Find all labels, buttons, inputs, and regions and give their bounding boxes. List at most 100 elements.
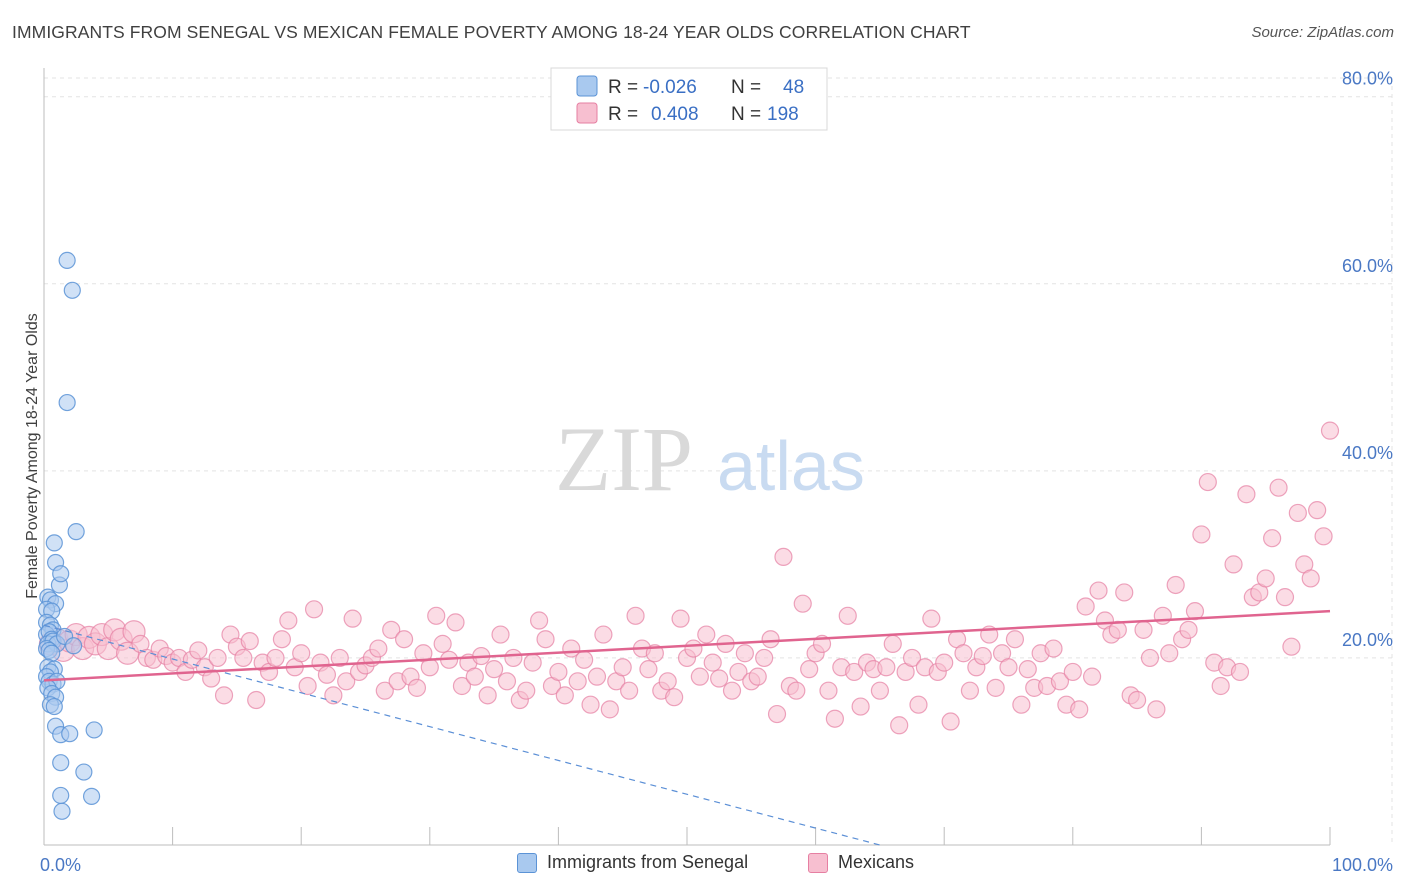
point-mexicans [845, 662, 864, 682]
point-mexicans [1005, 630, 1025, 649]
point-mexicans [298, 676, 317, 696]
point-mexicans [272, 630, 292, 649]
trend-lines [43, 609, 1331, 846]
point-mexicans [1070, 700, 1089, 719]
point-senegal [85, 721, 103, 739]
legend-n-value-1: 48 [783, 77, 804, 98]
point-mexicans [575, 650, 594, 669]
point-mexicans [1050, 672, 1070, 691]
point-mexicans [941, 712, 960, 731]
point-mexicans [1301, 569, 1320, 588]
point-mexicans [189, 641, 208, 660]
point-mexicans [890, 716, 909, 735]
trend-line-senegal [43, 624, 881, 846]
point-mexicans [1263, 529, 1282, 548]
watermark-zip: ZIP [555, 408, 693, 510]
point-mexicans [478, 686, 497, 705]
source-label: Source: ZipAtlas.com [1251, 24, 1394, 41]
point-mexicans [549, 662, 568, 682]
point-mexicans [555, 686, 574, 705]
point-mexicans [684, 639, 703, 658]
point-mexicans [1166, 575, 1185, 595]
y-tick-label: 20.0% [1342, 630, 1393, 650]
point-senegal [52, 754, 70, 772]
point-mexicans [1320, 421, 1340, 440]
point-mexicans [787, 681, 806, 700]
point-senegal [45, 697, 63, 716]
point-mexicans [735, 644, 754, 663]
point-mexicans [427, 606, 446, 625]
y-tick-label: 80.0% [1342, 69, 1393, 89]
point-senegal [53, 802, 71, 820]
point-senegal [61, 725, 79, 743]
point-mexicans [1198, 472, 1217, 492]
legend-r-value-1: -0.026 [643, 77, 697, 98]
point-mexicans [819, 681, 838, 700]
point-mexicans [523, 653, 542, 672]
point-mexicans [722, 681, 742, 700]
point-mexicans [902, 648, 922, 668]
legend-box: R = -0.026 N = 48 R = 0.408 N = 198 [550, 67, 828, 131]
point-mexicans [986, 678, 1005, 697]
point-mexicans [324, 686, 343, 705]
point-mexicans [1237, 485, 1256, 504]
legend-swatch-senegal [576, 75, 598, 97]
point-mexicans [639, 660, 658, 679]
point-mexicans [665, 688, 684, 707]
chart-title: IMMIGRANTS FROM SENEGAL VS MEXICAN FEMAL… [12, 22, 971, 42]
x-tick-label-min: 0.0% [40, 855, 81, 875]
point-mexicans [851, 697, 870, 716]
bottom-legend: Immigrants from Senegal Mexicans [0, 852, 1406, 878]
point-mexicans [877, 658, 896, 677]
legend-label-senegal: Immigrants from Senegal [547, 852, 749, 872]
y-axis-label: Female Poverty Among 18-24 Year Olds [24, 313, 41, 599]
point-mexicans [1256, 569, 1275, 588]
point-mexicans [1153, 606, 1172, 625]
point-senegal [58, 393, 76, 412]
legend-n-label-2: N = [731, 104, 761, 125]
point-mexicans [620, 681, 639, 700]
point-mexicans [343, 609, 362, 628]
point-mexicans [1115, 583, 1134, 602]
series-senegal [37, 251, 103, 820]
point-mexicans [909, 695, 928, 714]
point-mexicans [703, 653, 722, 672]
watermark-atlas: atlas [717, 427, 865, 505]
point-mexicans [973, 646, 992, 666]
point-mexicans [1134, 620, 1153, 639]
point-senegal [63, 281, 81, 299]
point-mexicans [645, 644, 664, 663]
point-mexicans [568, 672, 587, 691]
point-mexicans [240, 631, 259, 651]
point-mexicans [755, 648, 774, 668]
point-mexicans [337, 672, 356, 691]
legend-r-value-2: 0.408 [651, 104, 699, 125]
point-mexicans [536, 630, 555, 649]
point-mexicans [394, 630, 414, 649]
legend-item-senegal[interactable]: Immigrants from Senegal [517, 852, 748, 873]
point-mexicans [748, 667, 767, 686]
point-mexicans [1230, 662, 1250, 682]
point-senegal [64, 637, 83, 655]
point-senegal [43, 644, 61, 662]
legend-n-value-2: 198 [767, 104, 799, 125]
point-mexicans [1282, 637, 1301, 656]
point-mexicans [279, 611, 298, 630]
y-tick-label: 40.0% [1342, 443, 1393, 463]
point-mexicans [1089, 581, 1108, 600]
point-mexicans [1269, 478, 1288, 497]
axes [43, 68, 1331, 846]
legend-item-mexicans[interactable]: Mexicans [808, 852, 914, 873]
point-mexicans [922, 609, 941, 628]
legend-n-label-1: N = [731, 77, 761, 98]
point-mexicans [1224, 555, 1243, 574]
point-senegal [52, 786, 70, 805]
point-mexicans [433, 634, 452, 653]
point-mexicans [1147, 700, 1166, 719]
point-mexicans [999, 658, 1018, 677]
point-mexicans [954, 644, 973, 663]
point-mexicans [697, 625, 716, 644]
point-mexicans [671, 609, 690, 628]
point-mexicans [800, 660, 819, 679]
